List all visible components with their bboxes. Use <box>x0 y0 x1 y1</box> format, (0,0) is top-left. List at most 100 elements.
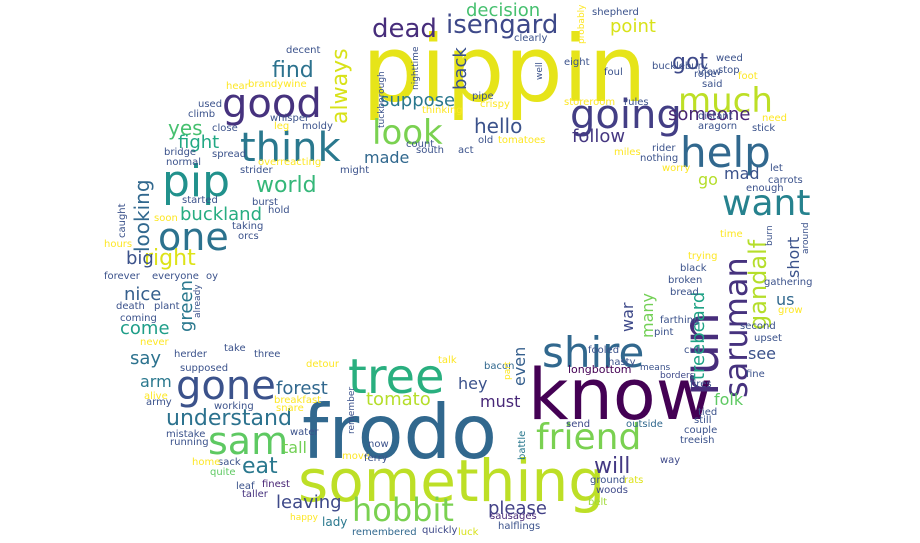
word: remembered <box>352 527 417 538</box>
word: shepherd <box>592 7 639 18</box>
word: storeroom <box>564 97 616 108</box>
word: bread <box>670 287 699 298</box>
word: quickly <box>422 525 458 536</box>
word: something <box>298 447 606 515</box>
word: point <box>610 16 656 37</box>
word: second <box>740 321 776 332</box>
word: clearly <box>514 33 548 44</box>
word: dead <box>372 14 437 44</box>
word: please <box>488 498 547 519</box>
word: old <box>478 135 494 146</box>
word: soon <box>154 213 178 224</box>
word: crispy <box>480 99 510 110</box>
word: got <box>672 50 709 75</box>
word: running <box>170 437 209 448</box>
word: come <box>120 318 170 339</box>
word: friend <box>536 417 642 458</box>
word: rider <box>652 143 676 154</box>
word: hey <box>458 374 488 393</box>
word: enough <box>746 183 784 194</box>
word: might <box>340 165 370 176</box>
word: taking <box>232 221 264 232</box>
word: caught <box>117 203 128 238</box>
word: act <box>458 145 474 156</box>
word: couple <box>684 425 718 436</box>
word: going <box>570 92 682 138</box>
word: yes <box>168 116 203 140</box>
word: climb <box>188 109 216 120</box>
word: hello <box>474 114 523 138</box>
word: whisper <box>270 113 310 124</box>
word: luck <box>458 527 479 538</box>
word: bucklebury <box>652 61 708 72</box>
word: supposed <box>180 363 229 374</box>
word: outside <box>626 419 663 430</box>
word: good <box>222 81 322 127</box>
word: thinking <box>422 105 463 116</box>
word: bridge <box>164 147 197 158</box>
word: close <box>212 123 238 134</box>
word: probably <box>577 4 587 45</box>
word: one <box>158 215 229 259</box>
word: say <box>130 348 162 369</box>
word: tuckborough <box>377 71 387 128</box>
word: weed <box>716 53 743 64</box>
word: ferry <box>364 453 388 464</box>
word: foul <box>604 67 623 78</box>
word: burst <box>252 197 278 208</box>
word: distant <box>698 111 733 122</box>
word: mistake <box>166 429 206 440</box>
word: buckland <box>180 204 263 225</box>
word: need <box>762 113 787 124</box>
word: remember <box>347 386 357 434</box>
word: war <box>618 302 637 332</box>
word: black <box>680 263 707 274</box>
word: aragorn <box>698 121 738 132</box>
word: bacon <box>484 361 515 372</box>
word: always <box>328 48 353 124</box>
word: army <box>146 397 172 408</box>
word: quite <box>210 467 236 478</box>
word: isengard <box>446 10 559 40</box>
word: suppose <box>380 90 456 111</box>
word: spread <box>212 149 247 160</box>
word: orcs <box>238 231 259 242</box>
word: world <box>256 173 317 198</box>
word: everyone <box>152 271 199 282</box>
word: take <box>224 343 246 354</box>
word: fine <box>746 369 765 380</box>
word: folk <box>714 390 744 409</box>
word: trying <box>688 251 718 262</box>
word: started <box>182 195 218 206</box>
word: hours <box>104 239 133 250</box>
word: happy <box>290 513 318 523</box>
word: oy <box>206 271 219 282</box>
word: means <box>640 363 671 373</box>
word: pip <box>162 156 231 207</box>
word: frodo <box>302 388 497 476</box>
word: alive <box>144 391 168 402</box>
word: back <box>450 47 471 90</box>
word: now <box>368 439 389 450</box>
word: go <box>698 170 718 189</box>
word: will <box>594 454 631 479</box>
word: rope <box>694 69 717 80</box>
word: leaf <box>236 481 255 492</box>
word: foot <box>738 71 758 82</box>
word: worry <box>662 163 691 174</box>
word: sack <box>218 457 241 468</box>
word: grow <box>778 305 803 316</box>
word: farthing <box>660 315 700 326</box>
word: south <box>416 145 444 156</box>
word: count <box>406 139 435 150</box>
word: way <box>660 455 681 466</box>
word: stick <box>752 123 776 134</box>
word: stop <box>718 65 740 76</box>
word: decent <box>286 45 321 56</box>
word: pipe <box>472 91 494 102</box>
word: rules <box>624 97 649 108</box>
word: hold <box>268 205 290 216</box>
word: borders <box>660 371 695 381</box>
word: pint <box>654 327 674 338</box>
